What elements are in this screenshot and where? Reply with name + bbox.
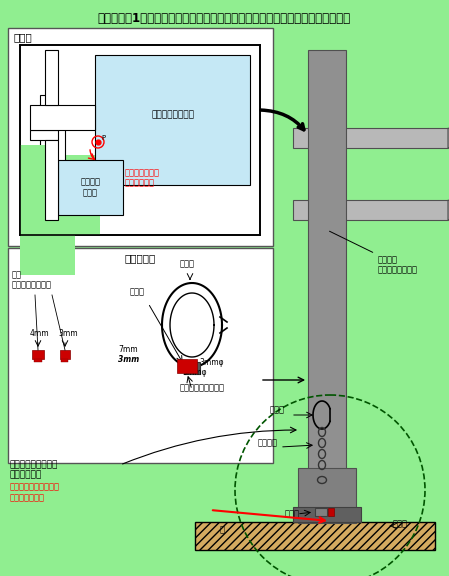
Bar xyxy=(30,105,95,130)
Bar xyxy=(61,359,68,362)
Text: 7mm: 7mm xyxy=(118,345,138,354)
Bar xyxy=(315,508,327,516)
Bar xyxy=(293,507,361,522)
Text: 手すり固定用ボルト
落下防止金具: 手すり固定用ボルト 落下防止金具 xyxy=(10,460,58,479)
Text: 底面（水中）で
折損部を回収: 底面（水中）で 折損部を回収 xyxy=(125,168,160,187)
Text: 4mm: 4mm xyxy=(30,329,50,338)
Bar xyxy=(58,160,123,215)
Bar xyxy=(298,468,356,523)
Bar xyxy=(30,130,58,140)
Text: 3mmφ: 3mmφ xyxy=(199,358,224,367)
Text: 3mm: 3mm xyxy=(118,355,139,364)
Bar xyxy=(20,175,75,275)
Text: 燃料検査
ビット: 燃料検査 ビット xyxy=(80,178,101,197)
Text: チェーン: チェーン xyxy=(258,438,278,447)
Bar xyxy=(328,508,334,516)
Bar xyxy=(45,50,58,105)
Text: 伊方発電所1号機　使用済燃料ピット　手すり固定用ボルト落下防止金具概略図: 伊方発電所1号機 使用済燃料ピット 手すり固定用ボルト落下防止金具概略図 xyxy=(97,12,351,25)
Bar xyxy=(40,95,50,235)
Bar xyxy=(34,359,42,362)
Bar xyxy=(8,248,273,463)
Polygon shape xyxy=(448,128,449,148)
Bar xyxy=(95,55,250,185)
Bar xyxy=(60,350,70,359)
Text: 5mmφ: 5mmφ xyxy=(182,368,207,377)
Text: 手すり用
取外し可能ボール: 手すり用 取外し可能ボール xyxy=(330,231,418,274)
Text: 破断面: 破断面 xyxy=(130,287,145,296)
Text: 詳細模擬図: 詳細模擬図 xyxy=(125,253,156,263)
Bar xyxy=(20,45,260,235)
Bar xyxy=(195,522,435,550)
Text: 固定柱: 固定柱 xyxy=(393,519,408,528)
Text: ボルト: ボルト xyxy=(285,509,300,518)
Text: 3mm: 3mm xyxy=(58,329,78,338)
Bar xyxy=(8,28,273,246)
Text: 固定柱付近（底面）で
欠片２個を回収: 固定柱付近（底面）で 欠片２個を回収 xyxy=(10,483,60,502)
Text: P: P xyxy=(101,135,105,141)
Text: 欠片
（裏側紛失部品）: 欠片 （裏側紛失部品） xyxy=(12,270,52,289)
Bar xyxy=(308,50,346,480)
Polygon shape xyxy=(448,200,449,220)
Bar xyxy=(177,359,197,373)
Bar xyxy=(293,128,448,148)
Bar xyxy=(32,350,44,359)
Bar xyxy=(50,125,65,235)
Bar xyxy=(20,155,100,235)
Text: 位置図: 位置図 xyxy=(14,32,33,42)
Text: 床: 床 xyxy=(220,525,225,534)
Bar xyxy=(184,362,200,374)
Text: 折損部（紛失部品）: 折損部（紛失部品） xyxy=(180,383,225,392)
Text: フック: フック xyxy=(270,405,285,414)
Text: 使用済燃料ピット: 使用済燃料ピット xyxy=(151,111,194,119)
Bar xyxy=(45,140,58,220)
Bar xyxy=(293,200,448,220)
Text: フック: フック xyxy=(180,259,194,268)
Bar xyxy=(20,145,55,175)
